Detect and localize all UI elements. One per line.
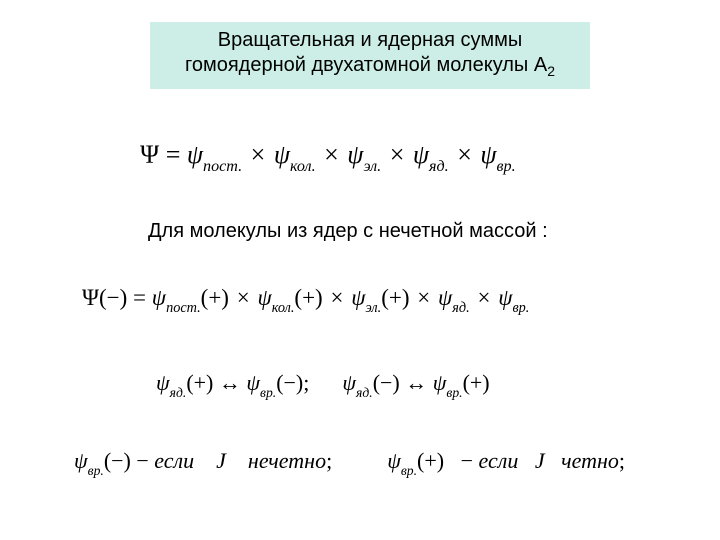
sub-yad: яд. [452,300,469,316]
mult: × [388,140,407,169]
sub-post: пост. [203,158,242,175]
sub-vr: вр. [512,300,529,316]
space [231,448,242,473]
mult: × [415,285,432,310]
space [524,448,530,473]
psi-kol: ψ [257,285,271,310]
psi-el: ψ [351,285,365,310]
psi-yad: ψ [413,140,429,169]
paren-minus: (−) [104,448,131,473]
sub-kol: кол. [290,158,316,175]
sub-el: эл. [363,158,381,175]
sub-vr: вр. [401,463,417,478]
Psi-symbol: Ψ [140,140,159,169]
paren-minus: (−) [99,285,127,310]
paren-minus: (−) [373,370,400,395]
sub-vr: вр. [446,385,462,400]
space [200,448,211,473]
Psi-symbol: Ψ [82,285,99,310]
title-line1: Вращательная и ядерная суммы [218,29,522,51]
sub-el: эл. [366,300,382,316]
sub-post: пост. [166,300,201,316]
psi-kol: ψ [274,140,290,169]
word-esli: если [154,448,194,473]
dash: − [136,448,154,473]
psi-vr: ψ [480,140,496,169]
mult: × [322,140,341,169]
paren-plus: (+) [186,370,213,395]
dash: − [450,448,479,473]
sub-yad: яд. [170,385,187,400]
paren-plus: (+) [463,370,490,395]
title-line2-prefix: гомоядерной двухатомной молекулы А [185,54,547,76]
sub-vr: вр. [260,385,276,400]
psi-post: ψ [187,140,203,169]
leftrightarrow: ↔ [219,370,247,395]
equation-correspondence: ψяд.(+) ↔ ψвр.(−); ψяд.(−) ↔ ψвр.(+) [156,370,490,399]
psi-yad: ψ [342,370,356,395]
sub-vr: вр. [497,158,516,175]
psi-vr: ψ [387,448,401,473]
slide-title: Вращательная и ядерная суммы гомоядерной… [150,22,590,89]
semicolon: ; [303,370,309,395]
equals: = [166,140,187,169]
psi-yad: ψ [438,285,452,310]
word-esli: если [479,448,519,473]
equals: = [133,285,152,310]
paren-plus: (+) [381,285,409,310]
paren-plus: (+) [201,285,229,310]
J: J [216,448,226,473]
psi-vr: ψ [498,285,512,310]
equation-J-parity: ψвр.(−) − если J нечетно; ψвр.(+) − если… [74,448,625,477]
mult: × [455,140,474,169]
sub-vr: вр. [88,463,104,478]
word-odd: нечетно [248,448,326,473]
sub-yad: яд. [429,158,449,175]
mult: × [235,285,252,310]
psi-el: ψ [347,140,363,169]
leftrightarrow: ↔ [405,370,433,395]
paren-plus: (+) [294,285,322,310]
psi-vr: ψ [74,448,88,473]
psi-vr: ψ [246,370,260,395]
subtitle-odd-mass: Для молекулы из ядер с нечетной массой : [148,220,548,243]
psi-post: ψ [152,285,166,310]
semicolon: ; [326,448,332,473]
equation-psi-product: Ψ = ψпост. × ψкол. × ψэл. × ψяд. × ψвр. [140,140,516,174]
space [550,448,556,473]
semicolon: ; [619,448,625,473]
paren-minus: (−) [276,370,303,395]
psi-yad: ψ [156,370,170,395]
J: J [535,448,545,473]
mult: × [475,285,492,310]
word-even: четно [561,448,619,473]
mult: × [328,285,345,310]
title-line2-sub: 2 [547,63,555,79]
paren-plus: (+) [417,448,444,473]
equation-psi-minus-expansion: Ψ(−) = ψпост.(+) × ψкол.(+) × ψэл.(+) × … [82,285,529,316]
sub-kol: кол. [272,300,295,316]
psi-vr: ψ [433,370,447,395]
sub-yad: яд. [356,385,373,400]
mult: × [249,140,268,169]
